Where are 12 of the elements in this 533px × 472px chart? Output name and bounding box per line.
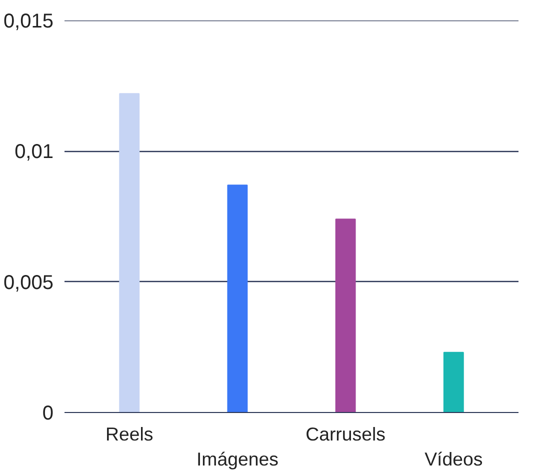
x-tick-label: Reels <box>106 424 154 444</box>
x-tick-label: Vídeos <box>424 448 483 470</box>
x-tick-label: Imágenes <box>196 448 278 470</box>
bar <box>443 352 464 412</box>
y-tick-label: 0,01 <box>14 141 54 164</box>
bar <box>119 93 140 412</box>
y-tick-label: 0,015 <box>3 10 54 32</box>
y-tick-label: 0,005 <box>3 272 54 294</box>
bar <box>335 218 356 412</box>
y-tick-label: 0 <box>42 402 54 424</box>
bar <box>227 184 248 412</box>
x-tick-label: Carrusels <box>306 424 386 444</box>
